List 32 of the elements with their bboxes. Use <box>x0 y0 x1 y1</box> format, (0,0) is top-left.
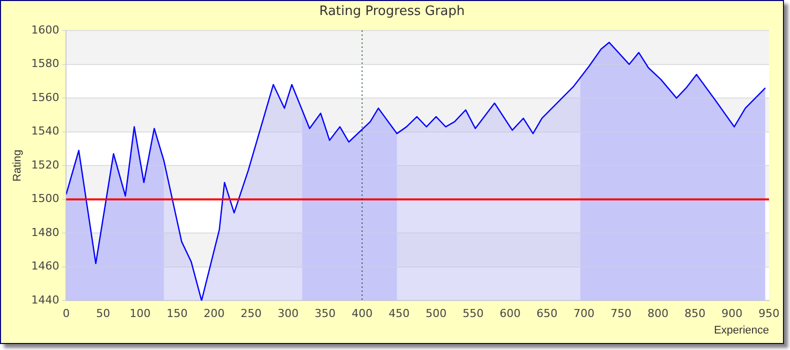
x-tick-label: 700 <box>574 307 595 320</box>
y-axis-title: Rating <box>12 150 24 182</box>
y-tick-label: 1480 <box>31 226 60 239</box>
x-tick-label: 650 <box>536 307 558 320</box>
y-tick-label: 1580 <box>31 57 60 70</box>
x-tick-label: 50 <box>96 307 110 320</box>
x-tick-label: 500 <box>426 307 447 320</box>
x-tick-label: 100 <box>130 307 151 320</box>
y-tick-label: 1560 <box>31 90 60 104</box>
y-tick-label: 1520 <box>31 158 60 172</box>
y-tick-label: 1440 <box>31 293 60 306</box>
x-tick-label: 200 <box>204 307 225 320</box>
x-tick-label: 400 <box>352 307 373 320</box>
x-tick-label: 600 <box>500 307 521 320</box>
x-tick-label: 300 <box>278 307 299 320</box>
y-tick-label: 1600 <box>31 23 60 36</box>
chart-title: Rating Progress Graph <box>318 4 466 19</box>
x-tick-label: 250 <box>240 307 262 320</box>
x-tick-label: 0 <box>62 307 70 320</box>
y-tick-label: 1460 <box>31 260 60 273</box>
x-tick-label: 150 <box>166 307 188 320</box>
x-tick-label: 900 <box>722 307 743 320</box>
x-tick-label: 950 <box>758 307 780 320</box>
x-tick-label: 550 <box>462 307 484 320</box>
x-tick-label: 800 <box>648 307 669 320</box>
x-tick-label: 350 <box>314 307 336 320</box>
x-tick-label: 850 <box>684 307 706 320</box>
x-axis-title: Experience <box>714 324 769 336</box>
y-tick-label: 1500 <box>31 192 60 206</box>
x-tick-label: 450 <box>388 307 410 320</box>
y-tick-label: 1540 <box>31 124 60 138</box>
x-tick-label: 750 <box>610 307 632 320</box>
